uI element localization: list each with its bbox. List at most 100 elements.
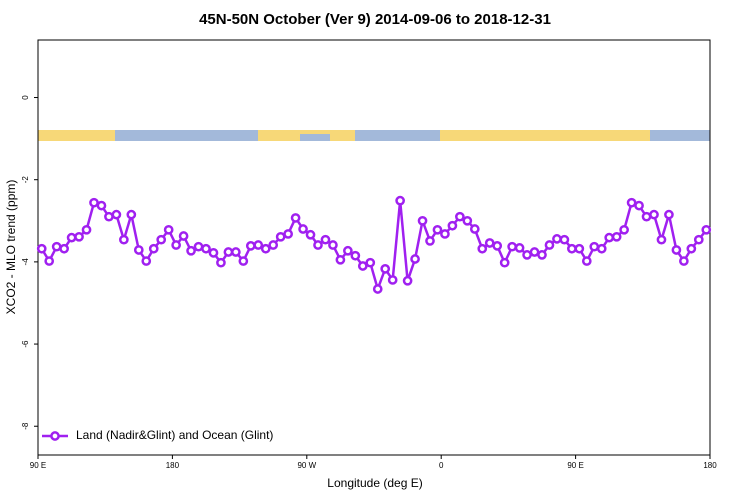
data-point bbox=[245, 241, 256, 251]
data-point bbox=[522, 250, 532, 260]
data-point bbox=[664, 209, 674, 220]
data-point bbox=[357, 261, 368, 271]
y-tick-label: -8 bbox=[21, 422, 30, 430]
data-point bbox=[335, 254, 346, 265]
data-point bbox=[440, 229, 450, 239]
data-point bbox=[313, 240, 323, 250]
data-point bbox=[552, 234, 562, 244]
data-point bbox=[499, 257, 510, 268]
data-point bbox=[447, 220, 458, 231]
data-point bbox=[462, 215, 473, 226]
data-point bbox=[365, 257, 376, 268]
data-point bbox=[59, 243, 69, 254]
data-point bbox=[649, 209, 659, 220]
y-tick-label: -4 bbox=[21, 258, 30, 266]
data-point bbox=[260, 243, 271, 254]
data-point bbox=[492, 241, 503, 251]
x-tick-label: 90 W bbox=[297, 461, 316, 470]
data-point bbox=[268, 240, 279, 250]
data-point bbox=[402, 275, 413, 286]
data-point bbox=[193, 241, 204, 252]
data-point bbox=[567, 243, 577, 254]
data-point bbox=[619, 224, 629, 235]
y-tick-label: 0 bbox=[21, 95, 30, 100]
data-point bbox=[604, 232, 615, 243]
x-tick-label: 90 E bbox=[567, 461, 583, 470]
data-point bbox=[611, 231, 622, 242]
data-point bbox=[686, 243, 697, 254]
legend-marker bbox=[50, 431, 60, 441]
data-point bbox=[589, 241, 600, 252]
y-tick-label: -6 bbox=[21, 340, 30, 348]
data-point bbox=[529, 247, 540, 257]
data-point bbox=[350, 250, 361, 261]
x-tick-label: 90 E bbox=[30, 461, 46, 470]
data-point bbox=[163, 224, 174, 235]
data-point bbox=[395, 195, 405, 206]
data-point bbox=[596, 243, 607, 254]
data-point bbox=[372, 284, 383, 294]
data-point bbox=[432, 224, 443, 235]
data-point bbox=[148, 243, 159, 254]
data-point bbox=[51, 241, 62, 252]
data-point bbox=[507, 241, 517, 252]
data-point bbox=[156, 234, 167, 245]
chart-title: 45N-50N October (Ver 9) 2014-09-06 to 20… bbox=[199, 11, 551, 28]
data-point bbox=[559, 234, 570, 245]
data-point bbox=[455, 211, 465, 222]
data-point bbox=[104, 211, 114, 222]
data-point bbox=[253, 240, 264, 250]
data-point bbox=[701, 224, 712, 235]
data-point bbox=[275, 231, 286, 242]
data-point bbox=[126, 209, 137, 220]
data-point bbox=[111, 209, 122, 220]
data-point bbox=[89, 197, 99, 208]
data-point bbox=[417, 215, 428, 226]
data-point bbox=[208, 247, 219, 258]
data-point bbox=[343, 245, 353, 256]
data-point bbox=[693, 234, 704, 245]
data-point bbox=[231, 247, 241, 257]
x-tick-label: 180 bbox=[166, 461, 180, 470]
data-point bbox=[133, 245, 144, 255]
data-point bbox=[290, 213, 301, 223]
data-point bbox=[514, 243, 525, 253]
data-point bbox=[477, 243, 488, 254]
data-point bbox=[201, 243, 211, 254]
data-point bbox=[298, 224, 308, 234]
data-point bbox=[66, 232, 77, 243]
x-tick-label: 180 bbox=[703, 461, 717, 470]
y-tick-label: -2 bbox=[21, 176, 30, 184]
data-point bbox=[81, 224, 92, 235]
x-axis-label: Longitude (deg E) bbox=[327, 476, 422, 490]
data-point bbox=[328, 240, 338, 250]
data-point bbox=[544, 240, 555, 250]
data-point bbox=[574, 243, 585, 254]
data-point bbox=[119, 234, 129, 245]
data-point bbox=[36, 243, 47, 254]
data-point bbox=[679, 256, 689, 266]
data-point bbox=[186, 245, 196, 256]
data-point bbox=[634, 200, 644, 211]
data-point bbox=[469, 224, 480, 234]
data-point bbox=[238, 256, 249, 266]
data-point bbox=[581, 256, 592, 266]
data-point bbox=[656, 234, 667, 245]
data-point bbox=[141, 256, 152, 266]
series-line bbox=[40, 200, 708, 294]
legend-label: Land (Nadir&Glint) and Ocean (Glint) bbox=[76, 428, 273, 442]
data-point bbox=[223, 247, 234, 257]
data-point bbox=[320, 234, 331, 245]
data-point bbox=[171, 240, 181, 250]
data-point bbox=[178, 231, 189, 241]
data-point bbox=[44, 256, 55, 266]
data-point bbox=[537, 250, 547, 260]
data-point bbox=[283, 229, 293, 239]
data-point bbox=[641, 211, 652, 222]
data-point bbox=[484, 238, 495, 248]
surface-strip bbox=[38, 130, 710, 141]
x-tick-label: 0 bbox=[439, 461, 444, 470]
y-axis-label: XCO2 - MLO trend (ppm) bbox=[4, 180, 18, 315]
data-point bbox=[96, 200, 107, 211]
data-point bbox=[216, 257, 226, 268]
